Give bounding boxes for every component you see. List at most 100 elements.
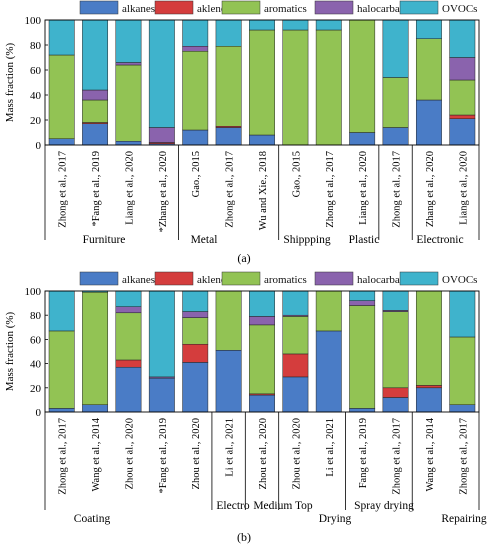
bar-segment — [282, 376, 309, 413]
group-label: Drying — [319, 513, 352, 525]
bar-segment — [415, 385, 442, 389]
legend-label: OVOCs — [442, 274, 477, 286]
panel-label: (a) — [237, 251, 250, 265]
legend-swatch — [399, 0, 439, 15]
bar-segment — [182, 46, 209, 52]
bar-segment — [115, 306, 142, 314]
legend-label: alkanes — [122, 274, 155, 286]
x-tick-label: Li et al., 2021 — [225, 418, 236, 477]
legend-swatch — [314, 0, 354, 15]
x-tick-label: *Fang et al., 2019 — [91, 151, 102, 227]
bar-segment — [349, 300, 376, 306]
x-tick-label: Zhong et al., 2017 — [225, 151, 236, 228]
y-axis-label: Mass fraction (%) — [4, 42, 16, 122]
y-axis-label: Mass fraction (%) — [4, 311, 16, 391]
x-tick-label: Wu and Xie., 2018 — [258, 151, 269, 230]
bar-segment — [249, 134, 275, 146]
legend-swatch — [314, 271, 354, 286]
x-tick-label: Fang et al., 2019 — [358, 418, 369, 488]
bar-segment — [115, 62, 142, 66]
y-tick-label: 0 — [36, 407, 42, 419]
bar-segment — [148, 290, 175, 378]
bar-segment — [82, 19, 109, 91]
bar-segment — [449, 118, 476, 146]
x-tick-label: Li et al., 2021 — [325, 418, 336, 477]
bar-segment — [415, 19, 442, 39]
bar-segment — [282, 19, 309, 31]
legend-label: halocarbans — [357, 274, 410, 286]
bar-segment — [249, 394, 275, 413]
legend-swatch — [221, 271, 261, 286]
y-tick-label: 0 — [36, 140, 42, 152]
bar-segment — [449, 19, 476, 58]
bar-segment — [382, 397, 409, 413]
y-tick-label: 20 — [30, 115, 42, 127]
bar-segment — [48, 19, 75, 56]
bar-segment — [115, 366, 142, 413]
bar-segment — [282, 290, 309, 316]
bar-segment — [249, 29, 275, 136]
bar-segment — [382, 77, 409, 128]
x-tick-label: Liang et al., 2020 — [358, 151, 369, 225]
group-label: Medium Top — [253, 500, 313, 512]
legend-swatch — [154, 0, 194, 15]
y-tick-label: 100 — [25, 286, 42, 298]
legend-label: aromatics — [264, 3, 307, 15]
bar-segment — [215, 46, 242, 127]
legend-label: aklenes — [197, 3, 230, 15]
group-label: Repairing — [441, 513, 487, 525]
x-tick-label: Gao., 2015 — [291, 151, 302, 197]
group-label: Spray drying — [354, 500, 414, 512]
bar-segment — [382, 387, 409, 398]
bar-segment — [115, 290, 142, 307]
group-label: Coating — [74, 513, 111, 525]
x-tick-label: Zhou et al., 2020 — [191, 418, 202, 489]
x-tick-label: Wang et al., 2014 — [425, 417, 436, 491]
x-tick-label: Zhou et al., 2020 — [124, 418, 135, 489]
bar-segment — [115, 312, 142, 361]
x-tick-label: Zhong et al., 2017 — [392, 418, 403, 495]
panel-a-chart: alkanes aklenes aromatics halocarbans OVOCs 0… — [4, 0, 480, 265]
bar-segment — [449, 79, 476, 116]
bar-segment — [115, 19, 142, 63]
bar-segment — [382, 311, 409, 389]
legend-label: aklenes — [197, 274, 230, 286]
bar-segment — [249, 324, 275, 395]
x-tick-label: Zhong et al., 2017 — [58, 151, 69, 228]
x-tick-label: Zhong et al., 2017 — [58, 418, 69, 495]
group-label: Furniture — [83, 234, 126, 246]
y-tick-label: 60 — [30, 334, 42, 346]
bar-segment — [349, 19, 376, 133]
legend-swatch — [79, 271, 119, 286]
y-tick-label: 100 — [25, 15, 42, 27]
group-label: Metal — [191, 234, 218, 246]
bar-segment — [115, 141, 142, 146]
x-tick-label: *Zhang et al., 2020 — [158, 151, 169, 232]
panel-label: (b) — [237, 530, 251, 544]
bar-segment — [48, 408, 75, 413]
bar-segment — [415, 38, 442, 101]
panel-b-chart: alkanes aklenes aromatics halocarbans OVOCs 0… — [4, 271, 487, 544]
legend-label: aromatics — [264, 274, 307, 286]
y-tick-label: 20 — [30, 383, 42, 395]
bar-segment — [48, 290, 75, 332]
plot-frame — [44, 290, 480, 413]
bar-segment — [249, 316, 275, 326]
x-tick-label: Zhong et al., 2017 — [325, 151, 336, 228]
bar-segment — [249, 19, 275, 31]
y-tick-label: 40 — [30, 359, 42, 371]
bar-segment — [82, 291, 109, 405]
plot-frame — [44, 19, 480, 146]
legend-swatch — [79, 0, 119, 15]
bar-segment — [48, 330, 75, 409]
bar-segment — [449, 404, 476, 413]
bar-segment — [349, 290, 376, 301]
bar-segment — [182, 317, 209, 345]
y-tick-label: 40 — [30, 90, 42, 102]
x-tick-label: Zhong et al., 2017 — [458, 418, 469, 495]
bar-segment — [148, 377, 175, 413]
bar-segment — [182, 19, 209, 47]
bar-segment — [382, 290, 409, 311]
bar-segment — [449, 114, 476, 119]
group-label: Plastic — [349, 234, 380, 246]
